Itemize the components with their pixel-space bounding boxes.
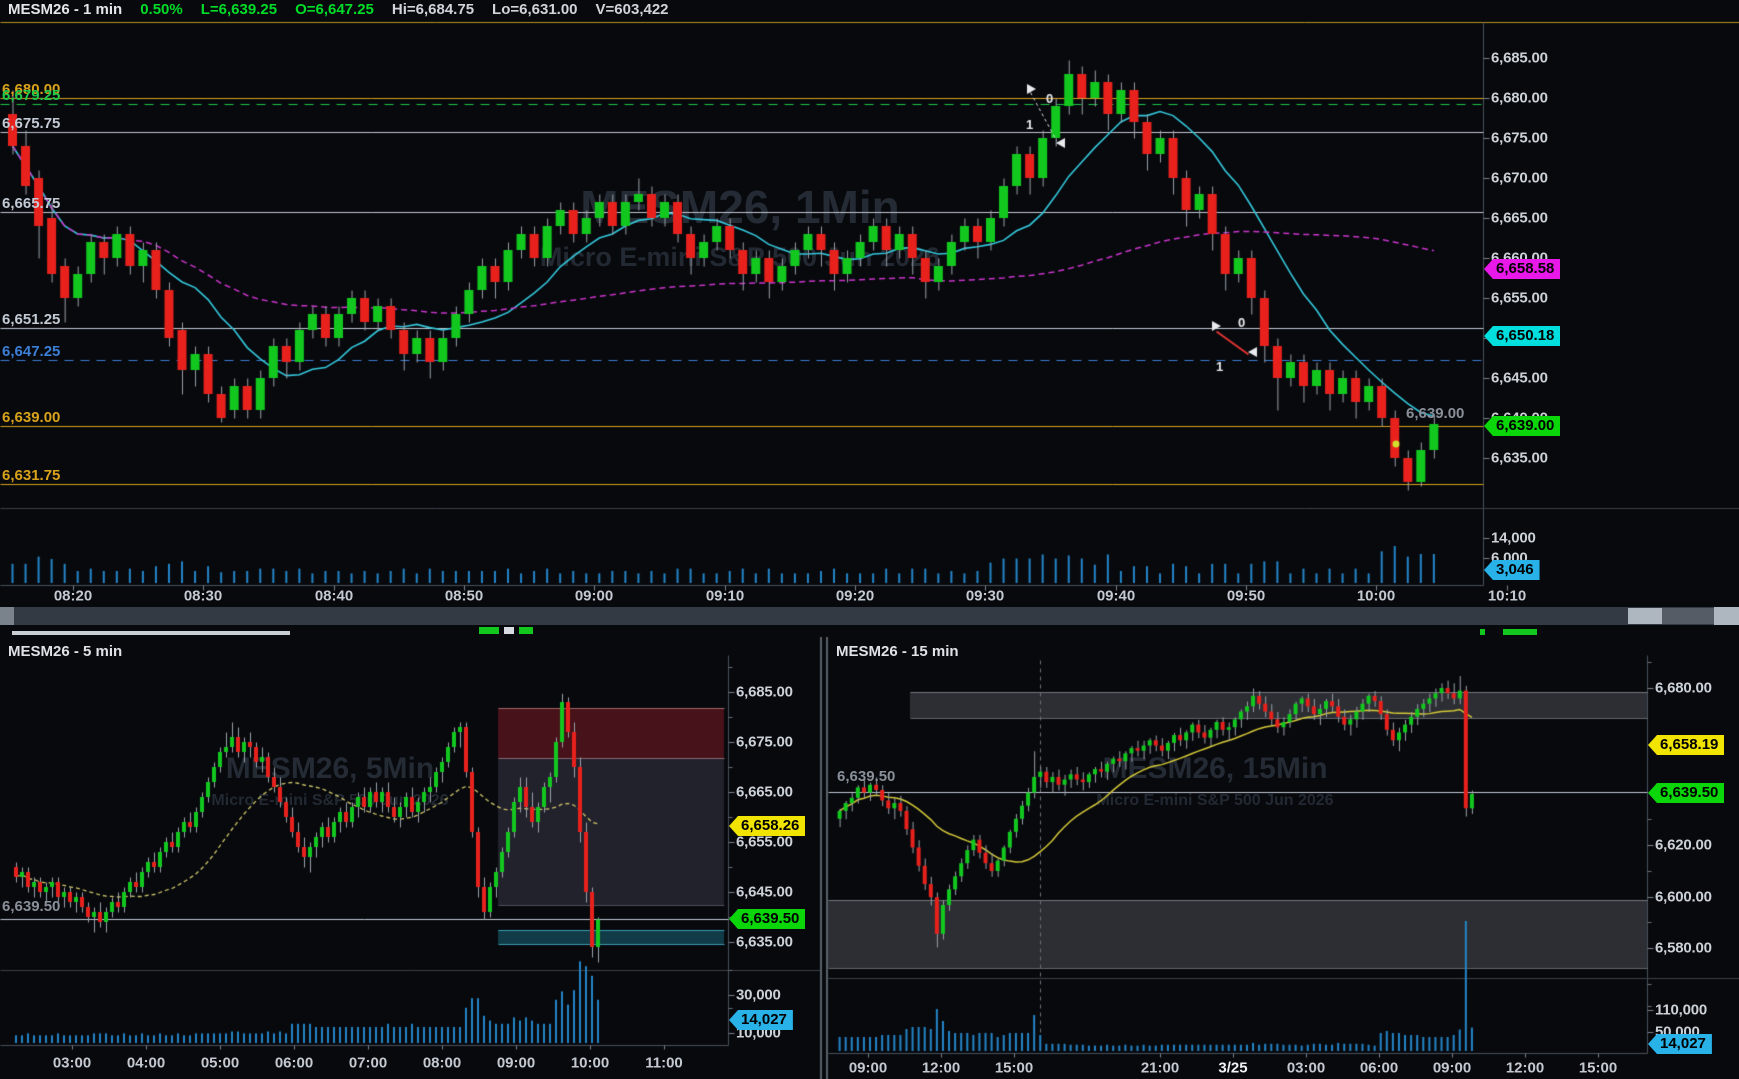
clipped-candle-fragment — [504, 627, 514, 634]
clipped-candle-fragment — [519, 627, 533, 634]
chart-title-5min: MESM26 - 5 min — [8, 643, 123, 660]
quote-stat: 0.50% — [140, 1, 183, 18]
quote-stat: Hi=6,684.75 — [391, 1, 475, 18]
clipped-candle-fragment — [1503, 629, 1537, 635]
panel-scrollbar-fragment[interactable] — [12, 631, 290, 635]
scrollbar-thumb[interactable] — [1628, 608, 1662, 624]
quote-stat: L=6,639.25 — [200, 1, 278, 18]
horizontal-scrollbar[interactable] — [0, 607, 1739, 625]
quote-stats: 0.50% L=6,639.25 O=6,647.25 Hi=6,684.75 Lo=6… — [140, 1, 668, 18]
quote-stat: O=6,647.25 — [295, 1, 374, 18]
chart-title-bar-1min: MESM26 - 1 min 0.50% L=6,639.25 O=6,647.25… — [8, 1, 669, 18]
clipped-candle-fragment — [479, 627, 499, 634]
symbol-title-1min: MESM26 - 1 min — [8, 1, 123, 18]
quote-stat: V=603,422 — [595, 1, 669, 18]
clipped-candle-fragment — [1480, 629, 1485, 635]
scrollbar-right-button[interactable] — [1714, 607, 1739, 625]
quote-stat: Lo=6,631.00 — [492, 1, 578, 18]
scrollbar-left-button[interactable] — [0, 607, 14, 625]
scrollbar-segment[interactable] — [1662, 608, 1714, 624]
chart-title-15min: MESM26 - 15 min — [836, 643, 959, 660]
